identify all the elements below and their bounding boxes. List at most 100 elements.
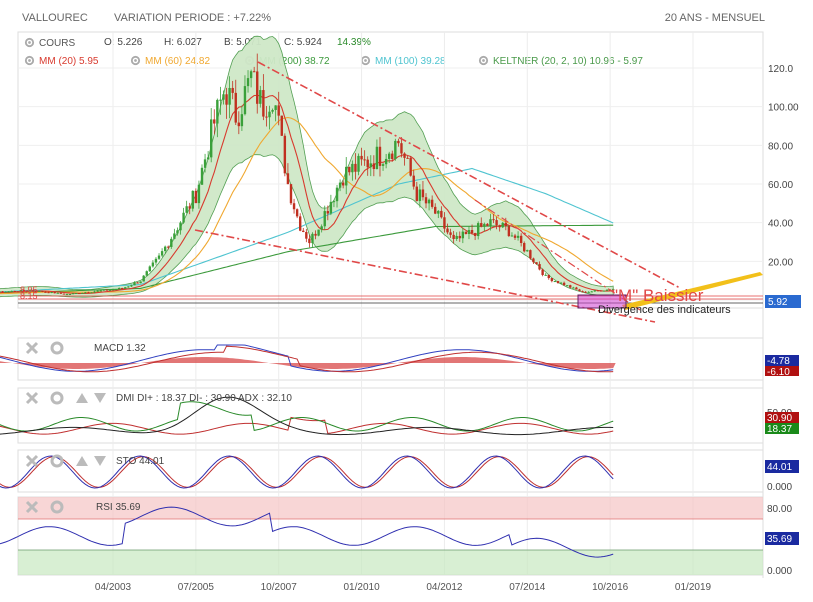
candle-body <box>394 140 397 160</box>
candle-body <box>44 291 47 293</box>
candle-body <box>216 99 219 124</box>
gear-icon[interactable] <box>50 391 64 405</box>
candle-body <box>483 223 486 227</box>
current-price-badge <box>765 295 801 308</box>
candle-body <box>78 293 81 295</box>
candle-body <box>154 258 158 263</box>
arrow-up-icon[interactable] <box>76 393 88 403</box>
candle-body <box>228 87 231 105</box>
sto-signal-line <box>0 456 614 488</box>
legend-mm20[interactable]: MM (20) 5.95 <box>24 55 98 67</box>
candle-body <box>47 292 50 294</box>
candle-body <box>492 219 495 221</box>
candle-body <box>415 186 419 201</box>
panel-toolbars[interactable] <box>25 341 106 514</box>
candle-body <box>59 292 63 294</box>
candle-body <box>74 293 78 295</box>
candle-body <box>121 288 124 290</box>
gear-icon[interactable] <box>130 55 141 66</box>
macd-signal-line <box>0 345 614 373</box>
candle-body <box>538 264 541 270</box>
candle-body <box>381 164 385 166</box>
candle-body <box>41 290 44 292</box>
candle-body <box>160 251 164 256</box>
x-tick-label: 04/2012 <box>426 582 463 593</box>
candle-body <box>461 231 465 239</box>
gear-icon[interactable] <box>50 454 64 468</box>
legend-cours[interactable]: COURS <box>24 37 75 49</box>
candle-body <box>412 175 415 187</box>
panel-toolbar[interactable] <box>25 500 64 514</box>
close-icon[interactable] <box>25 341 39 355</box>
candle-body <box>157 255 161 259</box>
gear-icon[interactable] <box>24 55 35 66</box>
close-icon[interactable] <box>25 500 39 514</box>
candle-body <box>409 157 412 176</box>
candle-body <box>544 274 547 276</box>
gear-icon[interactable] <box>478 55 489 66</box>
sto-badge <box>765 460 799 473</box>
candle-body <box>430 199 434 207</box>
variation-label: VARIATION PERIODE : +7.22% <box>114 12 272 24</box>
gear-icon[interactable] <box>24 37 35 48</box>
candle-body <box>596 290 600 292</box>
gear-icon[interactable] <box>50 341 64 355</box>
panel-toolbar[interactable] <box>25 454 106 468</box>
legend-keltner[interactable]: KELTNER (20, 2, 10) 10.96 - 5.97 <box>478 55 643 67</box>
candle-body <box>391 153 394 160</box>
candle-body <box>96 290 99 292</box>
candle-body <box>93 291 96 293</box>
legend-mm20-label: MM (20) 5.95 <box>39 56 99 67</box>
sto-tick: 0.000 <box>767 482 792 493</box>
candle-body <box>323 211 326 227</box>
panel-toolbar[interactable] <box>25 341 64 355</box>
candle-body <box>19 290 23 292</box>
candle-body <box>252 71 256 73</box>
candle-body <box>541 269 544 275</box>
rsi-overbought-zone <box>18 497 763 519</box>
candle-body <box>332 201 336 203</box>
candle-body <box>403 153 406 158</box>
candle-body <box>213 119 216 124</box>
x-tick-label: 01/2010 <box>343 582 380 593</box>
candle-body <box>274 105 277 110</box>
price-tick-label: 60.00 <box>768 180 793 191</box>
candle-body <box>486 223 489 226</box>
x-tick-label: 07/2014 <box>509 582 546 593</box>
candle-body <box>38 290 41 292</box>
candle-body <box>602 290 606 292</box>
candle-body <box>434 206 437 214</box>
dmi-plus-line <box>0 401 614 432</box>
legend-close: C: 5.924 <box>284 37 322 48</box>
candle-body <box>7 291 10 293</box>
x-tick-label: 07/2005 <box>178 582 215 593</box>
candle-body <box>384 158 388 165</box>
close-icon[interactable] <box>25 454 39 468</box>
candle-body <box>231 87 234 93</box>
candle-body <box>464 231 468 234</box>
sto-badge-value: 44.01 <box>767 462 792 473</box>
arrow-down-icon[interactable] <box>94 456 106 466</box>
candle-body <box>130 285 133 287</box>
candle-body <box>243 86 247 115</box>
candle-body <box>550 278 554 282</box>
candle-body <box>553 281 557 283</box>
candle-body <box>173 233 176 239</box>
candle-body <box>219 99 222 101</box>
gear-icon[interactable] <box>50 500 64 514</box>
candle-body <box>127 286 130 288</box>
candle-body <box>443 217 446 229</box>
panel-toolbar[interactable] <box>25 391 106 405</box>
candle-body <box>455 235 458 240</box>
legend-mm60[interactable]: MM (60) 24.82 <box>130 55 210 67</box>
candle-body <box>71 293 75 295</box>
dmi-badge-1 <box>765 412 799 423</box>
close-icon[interactable] <box>25 391 39 405</box>
candle-body <box>406 157 409 159</box>
arrow-down-icon[interactable] <box>94 393 106 403</box>
candle-body <box>50 292 53 294</box>
candle-body <box>513 235 517 238</box>
arrow-up-icon[interactable] <box>76 456 88 466</box>
instrument-name: VALLOUREC <box>22 12 88 24</box>
